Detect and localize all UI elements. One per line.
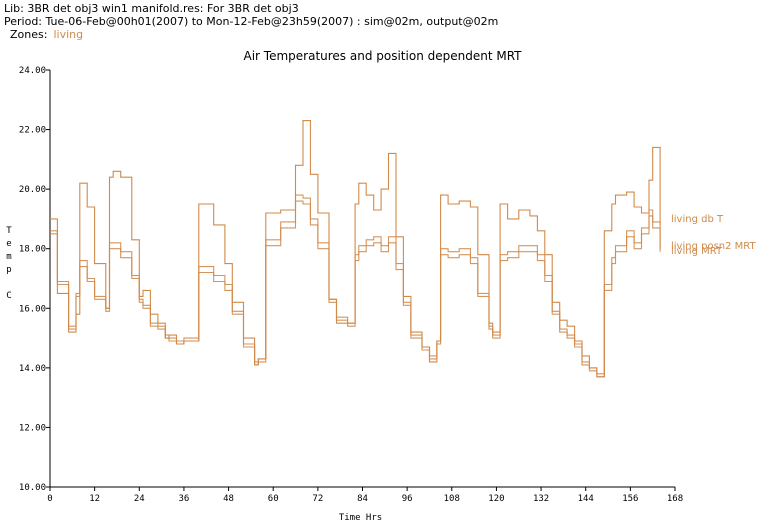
series-label: living posn2 MRT (671, 241, 757, 252)
y-axis-label-char: e (6, 239, 11, 249)
y-tick-label: 18.00 (19, 245, 46, 255)
chart-title: Air Temperatures and position dependent … (244, 49, 523, 63)
x-tick-label: 36 (179, 494, 190, 504)
series-label: living MRT (671, 246, 723, 257)
plot-area (50, 120, 661, 378)
x-tick-label: 96 (402, 494, 413, 504)
y-tick-label: 10.00 (19, 483, 46, 493)
chart-labels: 10.00 12.00 14.00 16.00 18.00 20.00 22.00 24.00… (6, 49, 756, 523)
y-axis-label-char: C (6, 291, 11, 301)
x-tick-label: 84 (357, 494, 368, 504)
x-tick-label: 144 (578, 494, 594, 504)
library-text: Lib: 3BR det obj3 win1 manifold.res: For… (4, 2, 299, 15)
x-tick-label: 108 (444, 494, 460, 504)
chart-axes (46, 69, 676, 491)
x-tick-label: 48 (223, 494, 234, 504)
x-axis-label: Time Hrs (339, 513, 382, 523)
x-tick-label: 60 (268, 494, 279, 504)
period-text: Period: Tue-06-Feb@00h01(2007) to Mon-12… (4, 15, 499, 28)
x-tick-label: 132 (533, 494, 549, 504)
results-library-line: Lib: 3BR det obj3 win1 manifold.res: For… (4, 2, 299, 15)
series-line (50, 194, 661, 375)
y-tick-label: 20.00 (19, 185, 46, 195)
y-axis-label-char: p (6, 265, 11, 275)
y-tick-label: 24.00 (19, 66, 46, 76)
zones-line: Zones: living (10, 28, 83, 41)
x-tick-label: 12 (89, 494, 100, 504)
zones-label: Zones: (10, 28, 48, 41)
period-line: Period: Tue-06-Feb@00h01(2007) to Mon-12… (4, 15, 498, 28)
y-axis-label-char: m (6, 252, 11, 262)
y-tick-label: 16.00 (19, 304, 46, 314)
y-tick-label: 14.00 (19, 364, 46, 374)
x-tick-label: 120 (488, 494, 504, 504)
y-tick-label: 22.00 (19, 126, 46, 136)
x-tick-label: 0 (47, 494, 52, 504)
x-tick-label: 72 (312, 494, 323, 504)
x-tick-label: 24 (134, 494, 145, 504)
y-axis-label-char: T (6, 226, 12, 236)
x-tick-label: 156 (622, 494, 638, 504)
zone-name[interactable]: living (53, 28, 84, 41)
series-line (50, 120, 661, 378)
x-tick-label: 168 (667, 494, 683, 504)
y-tick-label: 12.00 (19, 423, 46, 433)
series-label: living db T (671, 214, 724, 225)
